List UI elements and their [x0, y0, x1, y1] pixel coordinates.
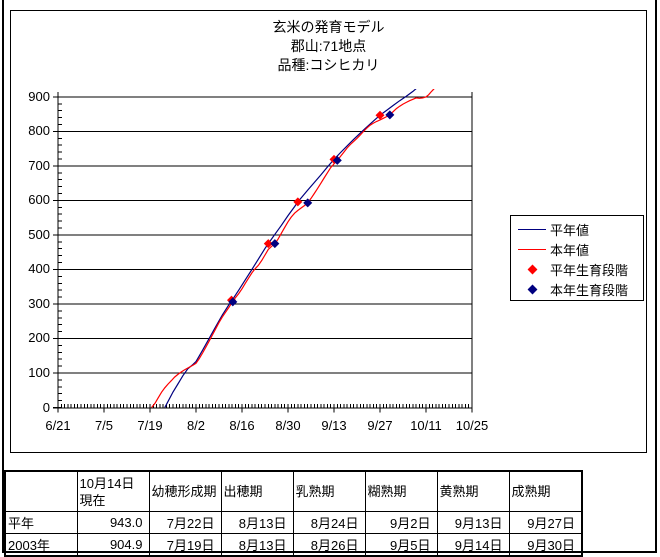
y-tick-label: 900 [28, 88, 50, 104]
cell-value: 9月30日 [508, 533, 583, 557]
row-label: 平年 [4, 511, 78, 534]
chart-title-line-2: 郡山:71地点 [290, 38, 367, 54]
header-kojuku: 糊熟期 [364, 470, 438, 512]
cell-value: 8月13日 [220, 511, 294, 534]
x-tick-label: 8/16 [229, 418, 255, 433]
y-tick-label: 100 [28, 364, 50, 380]
y-tick-label: 700 [28, 157, 50, 173]
legend-label: 平年生育段階 [550, 262, 629, 278]
x-tick-label: 8/2 [186, 418, 206, 433]
table-row-heinen: 平年 943.0 7月22日 8月13日 8月24日 9月2日 9月13日 9月… [4, 511, 583, 534]
chart-title-line-3: 品種:コシヒカリ [277, 57, 380, 73]
diamond-sample-icon [517, 284, 547, 294]
y-tick-label: 0 [42, 399, 50, 415]
legend-label: 本年生育段階 [550, 282, 629, 298]
y-tick-label: 300 [28, 295, 50, 311]
legend-label: 平年値 [550, 222, 590, 238]
x-tick-label: 7/5 [94, 418, 114, 433]
x-tick-label: 6/21 [45, 418, 71, 433]
cell-value: 7月22日 [148, 511, 222, 534]
stage-table: 10月14日現在 幼穂形成期 出穂期 乳熟期 糊熟期 黄熟期 成熟期 平年 94… [4, 470, 583, 557]
legend-item-heinen-stage: 平年生育段階 [511, 259, 643, 279]
plot-canvas [53, 89, 473, 413]
cell-value: 9月2日 [364, 511, 438, 534]
line-sample-icon [517, 228, 547, 230]
y-tick-label: 500 [28, 226, 50, 242]
cell-value: 9月14日 [436, 533, 510, 557]
cell-value: 943.0 [76, 511, 150, 534]
table-row-2003: 2003年 904.9 7月19日 8月13日 8月26日 9月5日 9月14日… [4, 533, 583, 557]
legend-label: 本年値 [550, 242, 590, 258]
header-seijuku: 成熟期 [508, 470, 583, 512]
cell-value: 9月27日 [508, 511, 583, 534]
x-tick-label: 10/11 [410, 418, 442, 433]
header-nyujuku: 乳熟期 [292, 470, 366, 512]
legend-item-honnen-stage: 本年生育段階 [511, 279, 643, 299]
cell-value: 9月5日 [364, 533, 438, 557]
line-sample-icon [517, 248, 547, 250]
legend-item-heinen-line: 平年値 [511, 219, 643, 239]
x-tick-label: 9/13 [321, 418, 347, 433]
x-tick-label: 9/27 [367, 418, 393, 433]
y-tick-label: 200 [28, 330, 50, 346]
table-header-row: 10月14日現在 幼穂形成期 出穂期 乳熟期 糊熟期 黄熟期 成熟期 [4, 470, 583, 512]
x-tick-label: 8/30 [275, 418, 301, 433]
legend: 平年値 本年値 平年生育段階 本年生育段階 [510, 215, 644, 301]
header-yosui: 幼穂形成期 [148, 470, 222, 512]
row-label: 2003年 [4, 533, 78, 557]
x-tick-label: 7/19 [137, 418, 163, 433]
x-tick-label: 10/25 [455, 418, 489, 433]
legend-item-honnen-line: 本年値 [511, 239, 643, 259]
y-tick-label: 400 [28, 261, 50, 277]
chart-title-line-1: 玄米の発育モデル [272, 19, 385, 35]
header-empty [4, 470, 78, 512]
header-current: 10月14日現在 [76, 470, 150, 512]
y-tick-label: 600 [28, 192, 50, 208]
cell-value: 8月24日 [292, 511, 366, 534]
cell-value: 9月13日 [436, 511, 510, 534]
cell-value: 8月13日 [220, 533, 294, 557]
header-oujuku: 黄熟期 [436, 470, 510, 512]
cell-value: 904.9 [76, 533, 150, 557]
cell-value: 7月19日 [148, 533, 222, 557]
header-shussui: 出穂期 [220, 470, 294, 512]
diamond-sample-icon [517, 264, 547, 274]
y-tick-label: 800 [28, 123, 50, 139]
cell-value: 8月26日 [292, 533, 366, 557]
